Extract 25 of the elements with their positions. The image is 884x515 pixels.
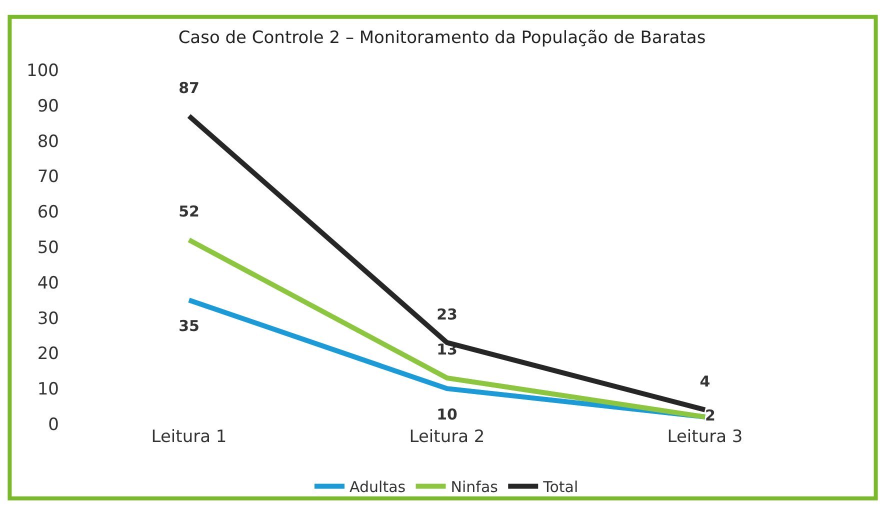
data-label: 35 [178, 316, 200, 335]
y-tick-label: 10 [37, 380, 59, 400]
y-tick-label: 80 [37, 132, 59, 152]
y-tick-label: 20 [37, 344, 59, 364]
data-label: 23 [436, 305, 458, 324]
chart-title: Caso de Controle 2 – Monitoramento da População de Baratas [178, 28, 706, 48]
data-label: 4 [700, 372, 710, 391]
y-tick-label: 50 [37, 238, 59, 258]
y-tick-label: 90 [37, 96, 59, 116]
y-tick-label: 40 [37, 273, 59, 294]
y-tick-label: 100 [26, 60, 59, 81]
legend-label: Ninfas [450, 478, 498, 496]
x-tick-label: Leitura 3 [667, 427, 743, 447]
x-tick-label: Leitura 2 [409, 427, 485, 447]
x-tick-label: Leitura 1 [151, 427, 227, 447]
data-label: 10 [436, 405, 458, 424]
data-label: 2 [705, 406, 716, 425]
y-tick-label: 70 [37, 167, 59, 188]
y-tick-label: 60 [37, 202, 59, 223]
data-label: 87 [178, 78, 200, 97]
legend-label: Total [542, 478, 578, 496]
data-label: 52 [178, 202, 200, 221]
legend-label: Adultas [350, 478, 406, 496]
y-tick-label: 30 [37, 308, 59, 329]
y-tick-label: 0 [48, 414, 59, 435]
